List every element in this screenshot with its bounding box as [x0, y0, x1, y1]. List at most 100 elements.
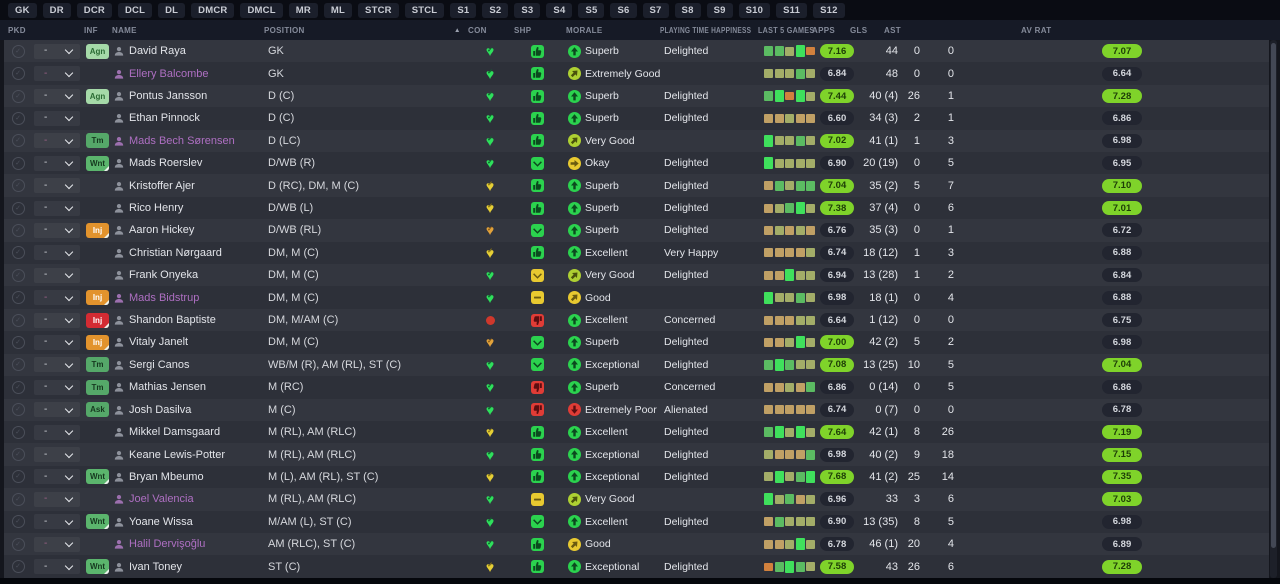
player-row[interactable]: ✓ - Kristoffer Ajer D (RC), DM, M (C) ♥ ✓ Supe…	[4, 174, 1269, 197]
player-row[interactable]: ✓ - Ellery Balcombe GK ♥ ✓ Extremely Good 6.84 4…	[4, 62, 1269, 85]
pkd-cell[interactable]: -	[32, 309, 82, 331]
player-row[interactable]: ✓ - Wnt Bryan Mbeumo M (L), AM (RL), ST (C) ♥…	[4, 465, 1269, 489]
pkd-cell[interactable]: -	[32, 107, 82, 129]
expand-chevron-icon[interactable]	[65, 563, 73, 571]
expand-chevron-icon[interactable]	[65, 383, 73, 391]
pkd-cell[interactable]: -	[32, 219, 82, 241]
player-name[interactable]: Halil Dervişoğlu	[129, 538, 206, 551]
player-name[interactable]: Aaron Hickey	[129, 224, 195, 237]
expand-chevron-icon[interactable]	[65, 182, 73, 190]
player-row[interactable]: ✓ - Inj Shandon Baptiste DM, M/AM (C) Excelle…	[4, 308, 1269, 332]
player-name[interactable]: Pontus Jansson	[129, 90, 208, 103]
info-badge[interactable]: Tm	[86, 133, 109, 149]
info-badge[interactable]: Tm	[86, 357, 109, 373]
pkd-cell[interactable]: -	[32, 555, 82, 577]
player-row[interactable]: ✓ - Mikkel Damsgaard M (RL), AM (RLC) ♥ ✓ Exce…	[4, 420, 1269, 444]
player-name[interactable]: David Raya	[129, 45, 186, 58]
info-badge[interactable]: Wnt	[86, 559, 109, 575]
pkd-cell[interactable]: -	[32, 152, 82, 174]
tab-s9[interactable]: S9	[706, 2, 733, 18]
select-circle-icon[interactable]: ✓	[4, 40, 32, 62]
select-circle-icon[interactable]: ✓	[4, 130, 32, 152]
select-circle-icon[interactable]: ✓	[4, 443, 32, 465]
tab-s1[interactable]: S1	[450, 2, 477, 18]
pkd-cell[interactable]: -	[32, 466, 82, 488]
info-badge[interactable]: Agn	[86, 88, 109, 104]
pkd-cell[interactable]: -	[32, 286, 82, 308]
select-circle-icon[interactable]: ✓	[4, 219, 32, 241]
expand-chevron-icon[interactable]	[65, 114, 73, 122]
tab-s5[interactable]: S5	[578, 2, 605, 18]
tab-dmcl[interactable]: DMCL	[240, 2, 283, 18]
player-row[interactable]: ✓ - Inj Mads Bidstrup DM, M (C) ♥ ✓ Good 6.98 18 …	[4, 286, 1269, 309]
player-row[interactable]: ✓ - Inj Vitaly Janelt DM, M (C) ♥ ✓ Superb Delig…	[4, 331, 1269, 354]
player-row[interactable]: ✓ - Tm Mads Bech Sørensen D (LC) ♥ ✓ Very Good 7…	[4, 129, 1269, 153]
info-badge[interactable]: Inj	[86, 222, 109, 238]
tab-mr[interactable]: MR	[288, 2, 318, 18]
expand-chevron-icon[interactable]	[65, 451, 73, 459]
col-header-average-rating[interactable]: AV RAT	[1021, 25, 1052, 35]
player-name[interactable]: Frank Onyeka	[129, 269, 199, 282]
pkd-cell[interactable]: -	[32, 488, 82, 510]
tab-dl[interactable]: DL	[158, 2, 186, 18]
select-circle-icon[interactable]: ✓	[4, 555, 32, 577]
player-name[interactable]: Mathias Jensen	[129, 381, 207, 394]
expand-chevron-icon[interactable]	[65, 47, 73, 55]
player-row[interactable]: ✓ - Wnt Mads Roerslev D/WB (R) ♥ ✓ Okay Delighte…	[4, 152, 1269, 175]
col-header-last5[interactable]: LAST 5 GAMES	[758, 25, 815, 35]
player-row[interactable]: ✓ - Agn Pontus Jansson D (C) ♥ ✓ Superb Delighte…	[4, 84, 1269, 108]
expand-chevron-icon[interactable]	[65, 226, 73, 234]
select-circle-icon[interactable]: ✓	[4, 331, 32, 353]
player-name[interactable]: Ellery Balcombe	[129, 67, 209, 80]
player-name[interactable]: Mads Bech Sørensen	[129, 134, 235, 147]
select-circle-icon[interactable]: ✓	[4, 152, 32, 174]
pkd-cell[interactable]: -	[32, 62, 82, 84]
pkd-cell[interactable]: -	[32, 421, 82, 443]
player-row[interactable]: ✓ - Tm Mathias Jensen M (RC) ♥ ✓ Superb Concerne…	[4, 376, 1269, 399]
pkd-cell[interactable]: -	[32, 399, 82, 421]
select-circle-icon[interactable]: ✓	[4, 242, 32, 264]
pkd-cell[interactable]: -	[32, 85, 82, 107]
pkd-cell[interactable]: -	[32, 174, 82, 196]
select-circle-icon[interactable]: ✓	[4, 286, 32, 308]
expand-chevron-icon[interactable]	[65, 316, 73, 324]
scrollbar-thumb[interactable]	[1271, 43, 1276, 548]
col-header-apps[interactable]: APPS	[812, 25, 835, 35]
tab-s11[interactable]: S11	[776, 2, 808, 18]
player-name[interactable]: Christian Nørgaard	[129, 246, 222, 259]
player-row[interactable]: ✓ - Agn David Raya GK ♥ ✓ Superb Delighted 7.16 44…	[4, 40, 1269, 63]
col-header-sharpness[interactable]: SHP	[514, 25, 532, 35]
pkd-cell[interactable]: -	[32, 242, 82, 264]
player-row[interactable]: ✓ - Halil Dervişoğlu AM (RLC), ST (C) ♥ ✓ Good…	[4, 532, 1269, 556]
player-name[interactable]: Ethan Pinnock	[129, 112, 200, 125]
info-badge[interactable]: Inj	[86, 312, 109, 328]
player-name[interactable]: Bryan Mbeumo	[129, 470, 204, 483]
tab-gk[interactable]: GK	[8, 2, 37, 18]
player-row[interactable]: ✓ - Ethan Pinnock D (C) ♥ ✓ Superb Delighted 6.6…	[4, 107, 1269, 130]
tab-s8[interactable]: S8	[674, 2, 701, 18]
expand-chevron-icon[interactable]	[65, 159, 73, 167]
info-badge[interactable]: Tm	[86, 379, 109, 395]
player-name[interactable]: Mads Bidstrup	[129, 291, 200, 304]
expand-chevron-icon[interactable]	[65, 361, 73, 369]
pkd-cell[interactable]: -	[32, 443, 82, 465]
select-circle-icon[interactable]: ✓	[4, 62, 32, 84]
tab-s6[interactable]: S6	[610, 2, 637, 18]
player-row[interactable]: ✓ - Keane Lewis-Potter M (RL), AM (RLC) ♥ ✓ Ex…	[4, 443, 1269, 466]
expand-chevron-icon[interactable]	[65, 540, 73, 548]
tab-s3[interactable]: S3	[514, 2, 541, 18]
col-header-playing-time-happiness[interactable]: PLAYING TIME HAPPINESS	[660, 25, 752, 35]
col-header-goals[interactable]: GLS	[850, 25, 868, 35]
info-badge[interactable]: Wnt	[86, 514, 109, 530]
info-badge[interactable]: Wnt	[86, 469, 109, 485]
select-circle-icon[interactable]: ✓	[4, 309, 32, 331]
expand-chevron-icon[interactable]	[65, 518, 73, 526]
player-name[interactable]: Shandon Baptiste	[129, 314, 216, 327]
vertical-scrollbar[interactable]	[1270, 40, 1277, 578]
pkd-cell[interactable]: -	[32, 40, 82, 62]
expand-chevron-icon[interactable]	[65, 204, 73, 212]
tab-dcl[interactable]: DCL	[117, 2, 153, 18]
col-header-name[interactable]: NAME	[112, 25, 137, 35]
player-row[interactable]: ✓ - Wnt Ivan Toney ST (C) ♥ ✓ Exceptional Deligh…	[4, 555, 1269, 578]
info-badge[interactable]: Ask	[86, 402, 109, 418]
